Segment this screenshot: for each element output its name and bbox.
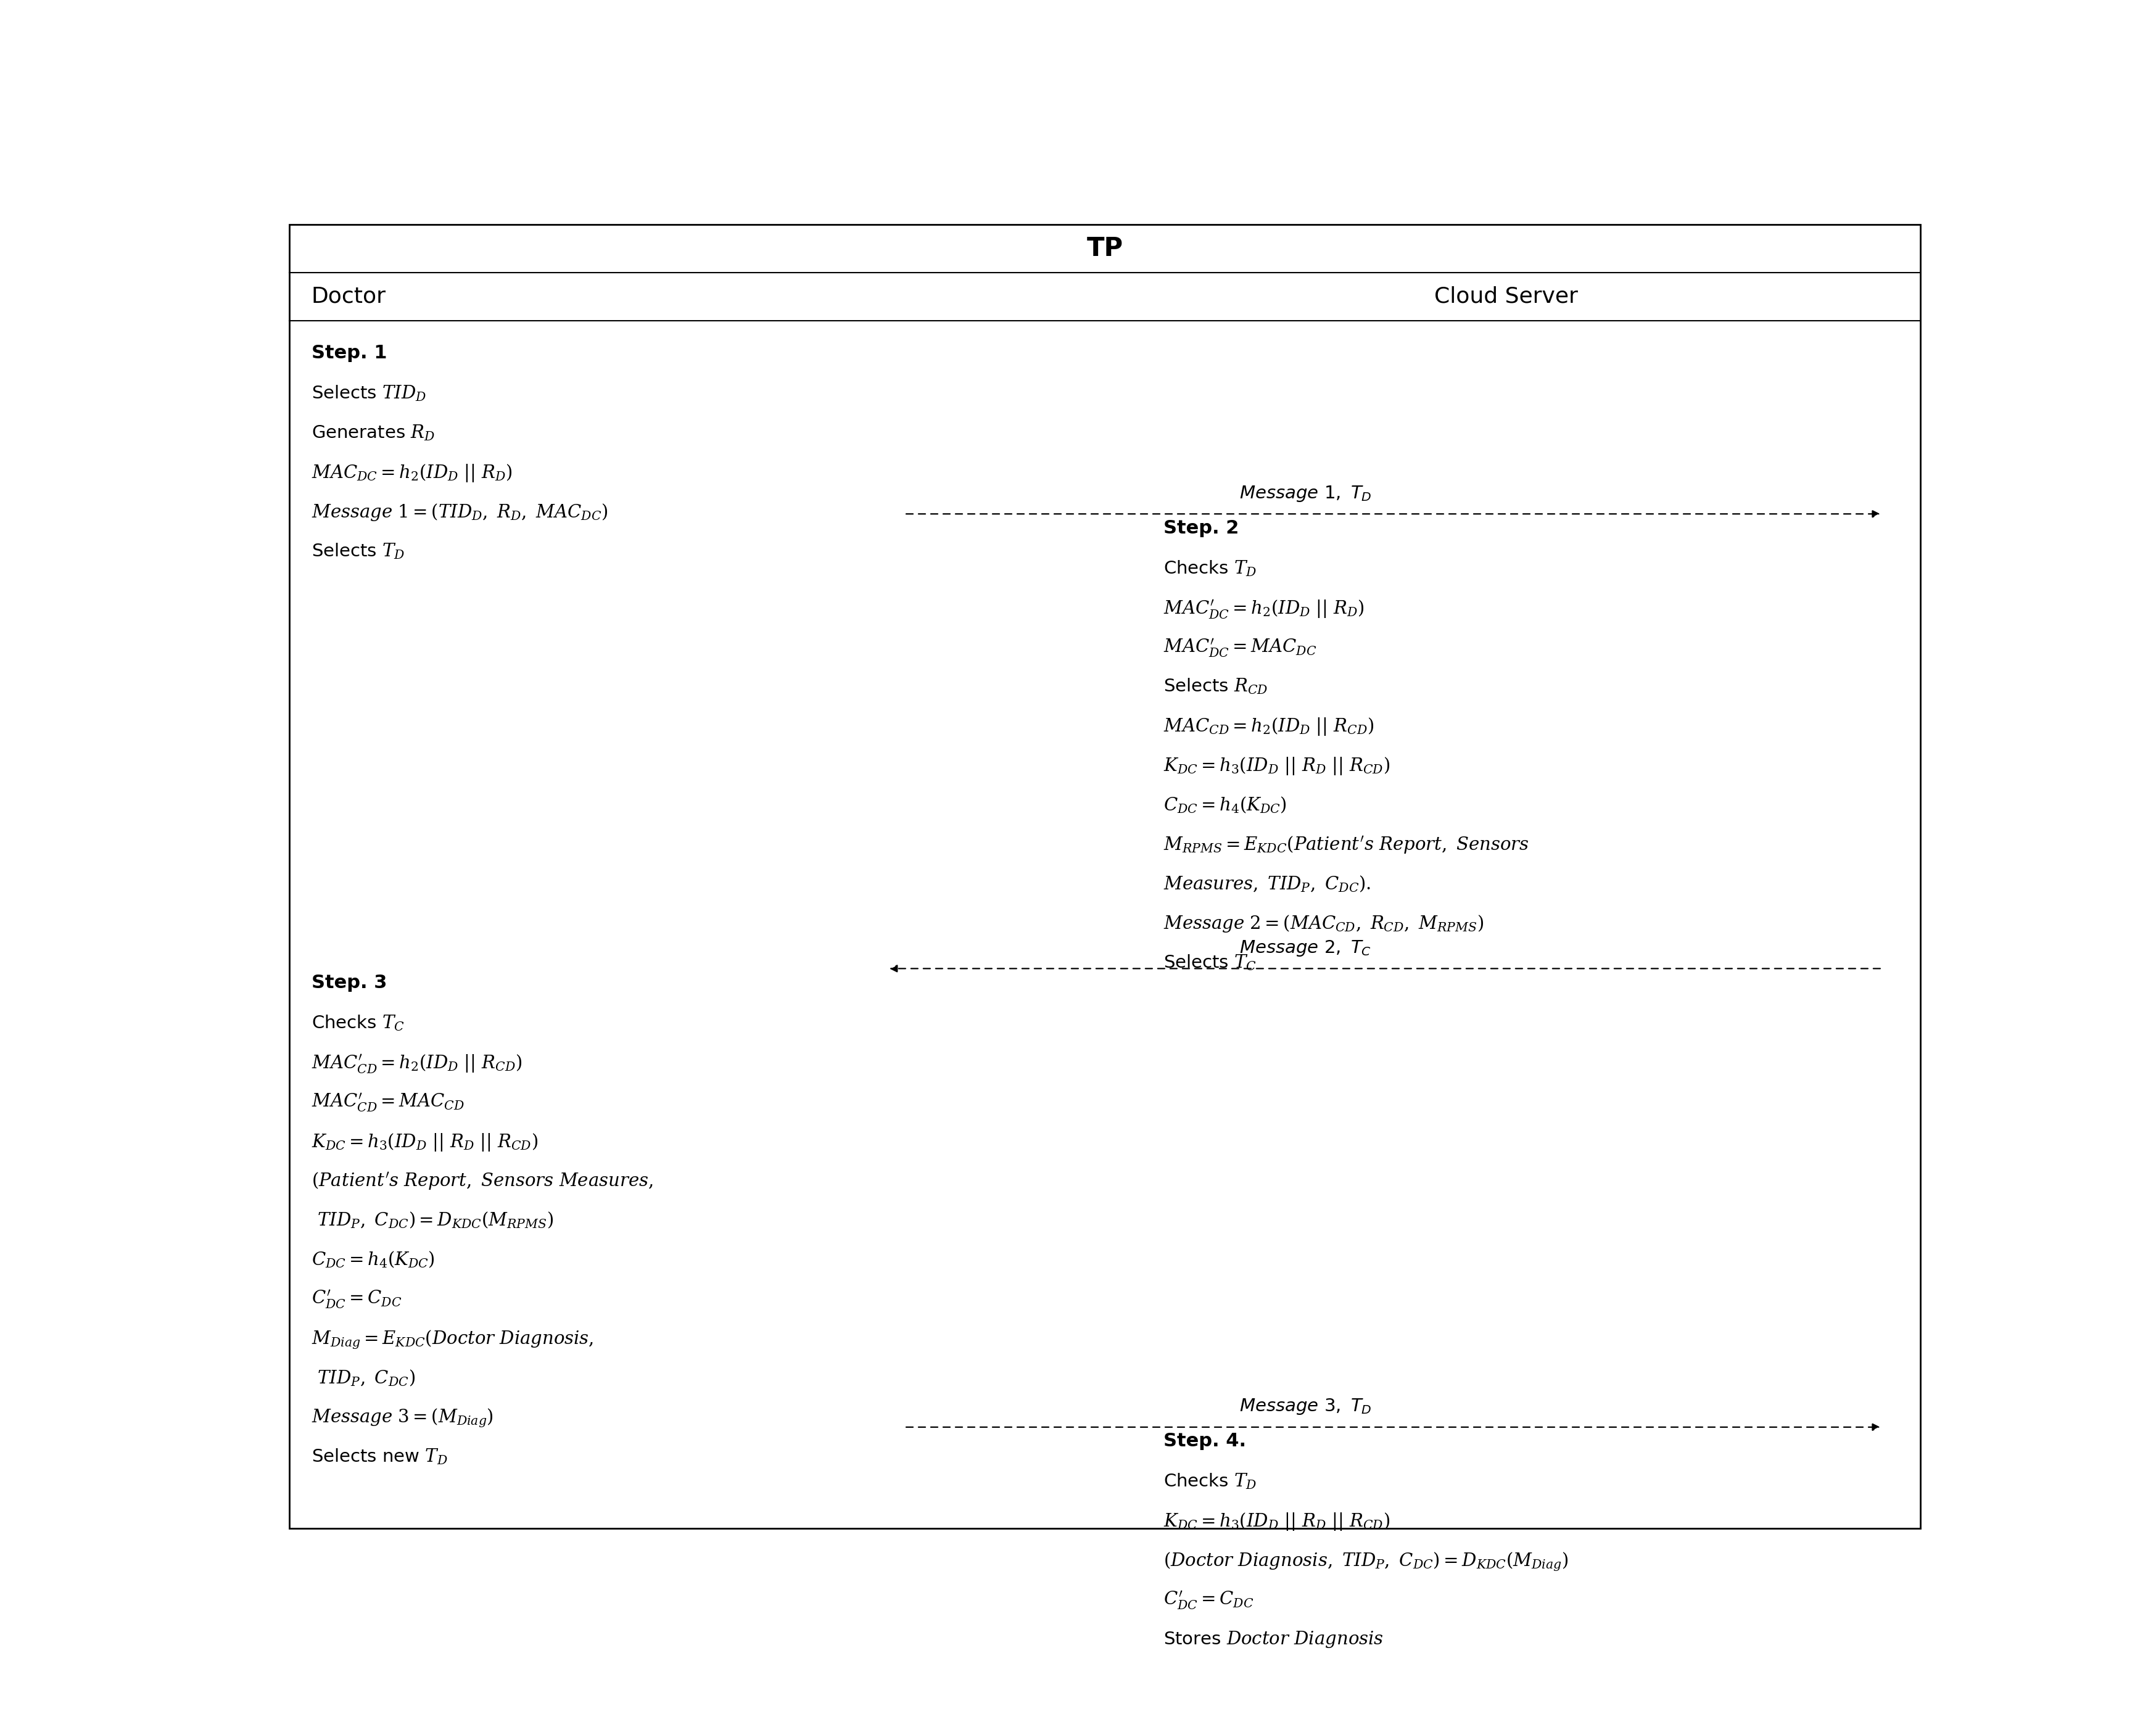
Text: $\ TID_P,\ C_{DC})$: $\ TID_P,\ C_{DC})$ <box>310 1367 414 1388</box>
Text: Step. 1: Step. 1 <box>310 345 386 363</box>
Text: Cloud Server: Cloud Server <box>1434 286 1578 307</box>
Text: $Message\ 1 = (TID_D,\ R_D,\ MAC_{DC})$: $Message\ 1 = (TID_D,\ R_D,\ MAC_{DC})$ <box>310 501 608 522</box>
Text: TP: TP <box>1087 236 1123 262</box>
Text: $Message\ 1,\ T_D$: $Message\ 1,\ T_D$ <box>1240 484 1371 503</box>
Text: Step. 2: Step. 2 <box>1164 519 1240 538</box>
Text: Selects $TID_D$: Selects $TID_D$ <box>310 383 427 403</box>
Text: Selects $T_D$: Selects $T_D$ <box>310 541 405 560</box>
Text: Checks $T_D$: Checks $T_D$ <box>1164 1471 1257 1490</box>
Text: $K_{DC} = h_3(ID_D\ ||\ R_D\ ||\ R_{CD})$: $K_{DC} = h_3(ID_D\ ||\ R_D\ ||\ R_{CD})… <box>1164 1511 1391 1532</box>
Text: $M_{RPMS} = E_{KDC}(Patient's\ Report,\ Sensors$: $M_{RPMS} = E_{KDC}(Patient's\ Report,\ … <box>1164 835 1529 855</box>
Text: $(Patient's\ Report,\ Sensors\ Measures,$: $(Patient's\ Report,\ Sensors\ Measures,… <box>310 1171 653 1192</box>
Text: $M_{Diag} = E_{KDC}(Doctor\ Diagnosis,$: $M_{Diag} = E_{KDC}(Doctor\ Diagnosis,$ <box>310 1329 593 1350</box>
Text: $MAC_{CD} = h_2(ID_D\ ||\ R_{CD})$: $MAC_{CD} = h_2(ID_D\ ||\ R_{CD})$ <box>1164 717 1373 737</box>
Text: Stores $Doctor\ Diagnosis$: Stores $Doctor\ Diagnosis$ <box>1164 1629 1384 1650</box>
Text: $C_{DC} = h_4(K_{DC})$: $C_{DC} = h_4(K_{DC})$ <box>310 1249 436 1270</box>
Text: Checks $T_C$: Checks $T_C$ <box>310 1013 403 1032</box>
Text: $Message\ 3 = (M_{Diag})$: $Message\ 3 = (M_{Diag})$ <box>310 1407 494 1430</box>
Text: $K_{DC}= h_3(ID_D\ ||\ R_D\ ||\ R_{CD})$: $K_{DC}= h_3(ID_D\ ||\ R_D\ ||\ R_{CD})$ <box>310 1131 537 1152</box>
Text: $(Doctor\ Diagnosis,\ TID_P,\ C_{DC}) = D_{KDC}(M_{Diag})$: $(Doctor\ Diagnosis,\ TID_P,\ C_{DC}) = … <box>1164 1551 1567 1572</box>
Text: $MAC_{DC}' = h_2(ID_D\ ||\ R_D)$: $MAC_{DC}' = h_2(ID_D\ ||\ R_D)$ <box>1164 599 1365 619</box>
Text: Doctor: Doctor <box>310 286 386 307</box>
Text: $Measures,\ TID_P,\ C_{DC}).$: $Measures,\ TID_P,\ C_{DC}).$ <box>1164 874 1371 894</box>
Text: Selects $R_{CD}$: Selects $R_{CD}$ <box>1164 677 1268 696</box>
Text: $K_{DC} = h_3(ID_D\ ||\ R_D\ ||\ R_{CD})$: $K_{DC} = h_3(ID_D\ ||\ R_D\ ||\ R_{CD})… <box>1164 756 1391 777</box>
Text: $\ TID_P,\ C_{DC}) = D_{KDC}(M_{RPMS})$: $\ TID_P,\ C_{DC}) = D_{KDC}(M_{RPMS})$ <box>310 1211 554 1230</box>
Text: $MAC_{DC} = h_2(ID_D\ ||\ R_D)$: $MAC_{DC} = h_2(ID_D\ ||\ R_D)$ <box>310 463 513 484</box>
Text: Selects $T_C$: Selects $T_C$ <box>1164 953 1257 972</box>
Text: Generates $R_D$: Generates $R_D$ <box>310 423 436 442</box>
Text: $Message\ 2,\ T_C$: $Message\ 2,\ T_C$ <box>1240 939 1371 958</box>
Text: $C_{DC}' = C_{DC}$: $C_{DC}' = C_{DC}$ <box>1164 1589 1253 1612</box>
Text: Selects new $T_D$: Selects new $T_D$ <box>310 1447 448 1466</box>
Text: $Message\ 3,\ T_D$: $Message\ 3,\ T_D$ <box>1240 1397 1371 1416</box>
Text: $MAC_{CD}' = h_2(ID_D\ ||\ R_{CD})$: $MAC_{CD}' = h_2(ID_D\ ||\ R_{CD})$ <box>310 1053 522 1074</box>
Text: $Message\ 2 = (MAC_{CD},\ R_{CD},\ M_{RPMS})$: $Message\ 2 = (MAC_{CD},\ R_{CD},\ M_{RP… <box>1164 913 1483 933</box>
Text: $MAC_{DC}' = MAC_{DC}$: $MAC_{DC}' = MAC_{DC}$ <box>1164 637 1317 659</box>
Text: $C_{DC}' = C_{DC}$: $C_{DC}' = C_{DC}$ <box>310 1289 401 1310</box>
Text: Checks $T_D$: Checks $T_D$ <box>1164 559 1257 578</box>
Text: Step. 3: Step. 3 <box>310 973 386 992</box>
Text: $MAC_{CD}' = MAC_{CD}$: $MAC_{CD}' = MAC_{CD}$ <box>310 1091 464 1114</box>
Text: Step. 4.: Step. 4. <box>1164 1433 1246 1450</box>
Text: $C_{DC} = h_4(K_{DC})$: $C_{DC} = h_4(K_{DC})$ <box>1164 795 1287 815</box>
